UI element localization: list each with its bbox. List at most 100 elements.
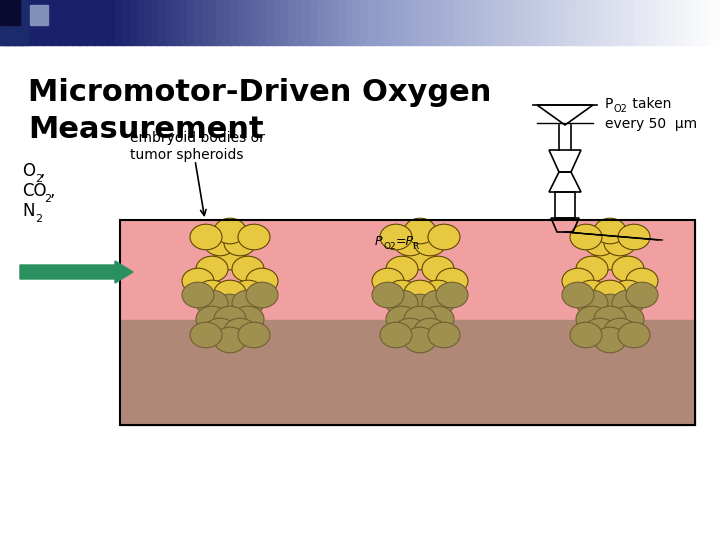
Text: 2: 2 (44, 194, 51, 204)
Bar (360, 0, 368, 45)
Ellipse shape (612, 280, 644, 306)
Bar (374, 0, 382, 45)
Ellipse shape (414, 318, 446, 344)
Bar (511, 0, 519, 45)
Bar (576, 0, 584, 45)
Bar (482, 0, 490, 45)
Ellipse shape (372, 282, 404, 308)
Ellipse shape (404, 327, 436, 353)
Ellipse shape (436, 268, 468, 294)
Bar (425, 0, 433, 45)
Ellipse shape (594, 306, 626, 332)
Bar (120, 220, 695, 320)
Bar (120, 220, 695, 425)
Bar (151, 0, 159, 45)
Bar (295, 0, 303, 45)
Bar (0, 0, 20, 25)
Ellipse shape (422, 280, 454, 306)
Bar (490, 0, 498, 45)
Bar (115, 0, 123, 45)
Ellipse shape (436, 282, 468, 308)
Bar (22, 0, 30, 45)
Bar (317, 0, 325, 45)
Bar (634, 0, 642, 45)
Text: R: R (412, 242, 418, 251)
Bar (648, 0, 656, 45)
FancyArrow shape (20, 261, 133, 283)
Ellipse shape (214, 218, 246, 244)
Bar (331, 0, 339, 45)
Bar (238, 0, 246, 45)
Bar (14, 0, 22, 45)
Ellipse shape (422, 256, 454, 282)
Ellipse shape (394, 318, 426, 344)
Ellipse shape (618, 322, 650, 348)
Bar (7, 0, 15, 45)
Ellipse shape (404, 280, 436, 306)
Bar (252, 0, 260, 45)
Bar (396, 0, 404, 45)
Bar (641, 0, 649, 45)
Bar (382, 0, 390, 45)
Bar (569, 0, 577, 45)
Ellipse shape (626, 282, 658, 308)
Bar (605, 0, 613, 45)
Ellipse shape (246, 282, 278, 308)
Bar (166, 0, 174, 45)
Ellipse shape (404, 306, 436, 332)
Bar (698, 0, 706, 45)
Bar (0, 0, 8, 45)
Bar (410, 0, 418, 45)
Bar (79, 0, 87, 45)
Text: Micromotor-Driven Oxygen: Micromotor-Driven Oxygen (28, 78, 491, 107)
Ellipse shape (196, 306, 228, 332)
Ellipse shape (372, 268, 404, 294)
Ellipse shape (594, 327, 626, 353)
Text: taken: taken (628, 97, 671, 111)
Bar (101, 0, 109, 45)
Bar (43, 0, 51, 45)
Text: N: N (22, 202, 35, 220)
Ellipse shape (196, 280, 228, 306)
Ellipse shape (182, 282, 214, 308)
Bar (684, 0, 692, 45)
Bar (439, 0, 447, 45)
Text: embryoid bodies or: embryoid bodies or (130, 131, 265, 145)
Text: =P: =P (396, 235, 414, 248)
Bar (202, 0, 210, 45)
Bar (245, 0, 253, 45)
Ellipse shape (224, 318, 256, 344)
Bar (403, 0, 411, 45)
Ellipse shape (576, 290, 608, 316)
Ellipse shape (214, 327, 246, 353)
Ellipse shape (612, 306, 644, 332)
Bar (540, 0, 548, 45)
Bar (94, 0, 102, 45)
Ellipse shape (594, 218, 626, 244)
Bar (367, 0, 375, 45)
Bar (662, 0, 670, 45)
Bar (288, 0, 296, 45)
Bar (130, 0, 138, 45)
Ellipse shape (604, 318, 636, 344)
Ellipse shape (612, 290, 644, 316)
Bar (353, 0, 361, 45)
Bar (612, 0, 620, 45)
Bar (30, 4, 48, 25)
Bar (655, 0, 663, 45)
Bar (691, 0, 699, 45)
Ellipse shape (386, 256, 418, 282)
Text: ,: , (40, 162, 45, 180)
Ellipse shape (404, 218, 436, 244)
Text: CO: CO (22, 182, 47, 200)
Ellipse shape (570, 322, 602, 348)
Bar (533, 0, 541, 45)
Bar (180, 0, 188, 45)
Ellipse shape (246, 268, 278, 294)
Text: P: P (375, 235, 382, 248)
Ellipse shape (562, 282, 594, 308)
Ellipse shape (404, 294, 436, 320)
Text: O2: O2 (383, 242, 395, 251)
Ellipse shape (618, 224, 650, 250)
Ellipse shape (414, 230, 446, 256)
